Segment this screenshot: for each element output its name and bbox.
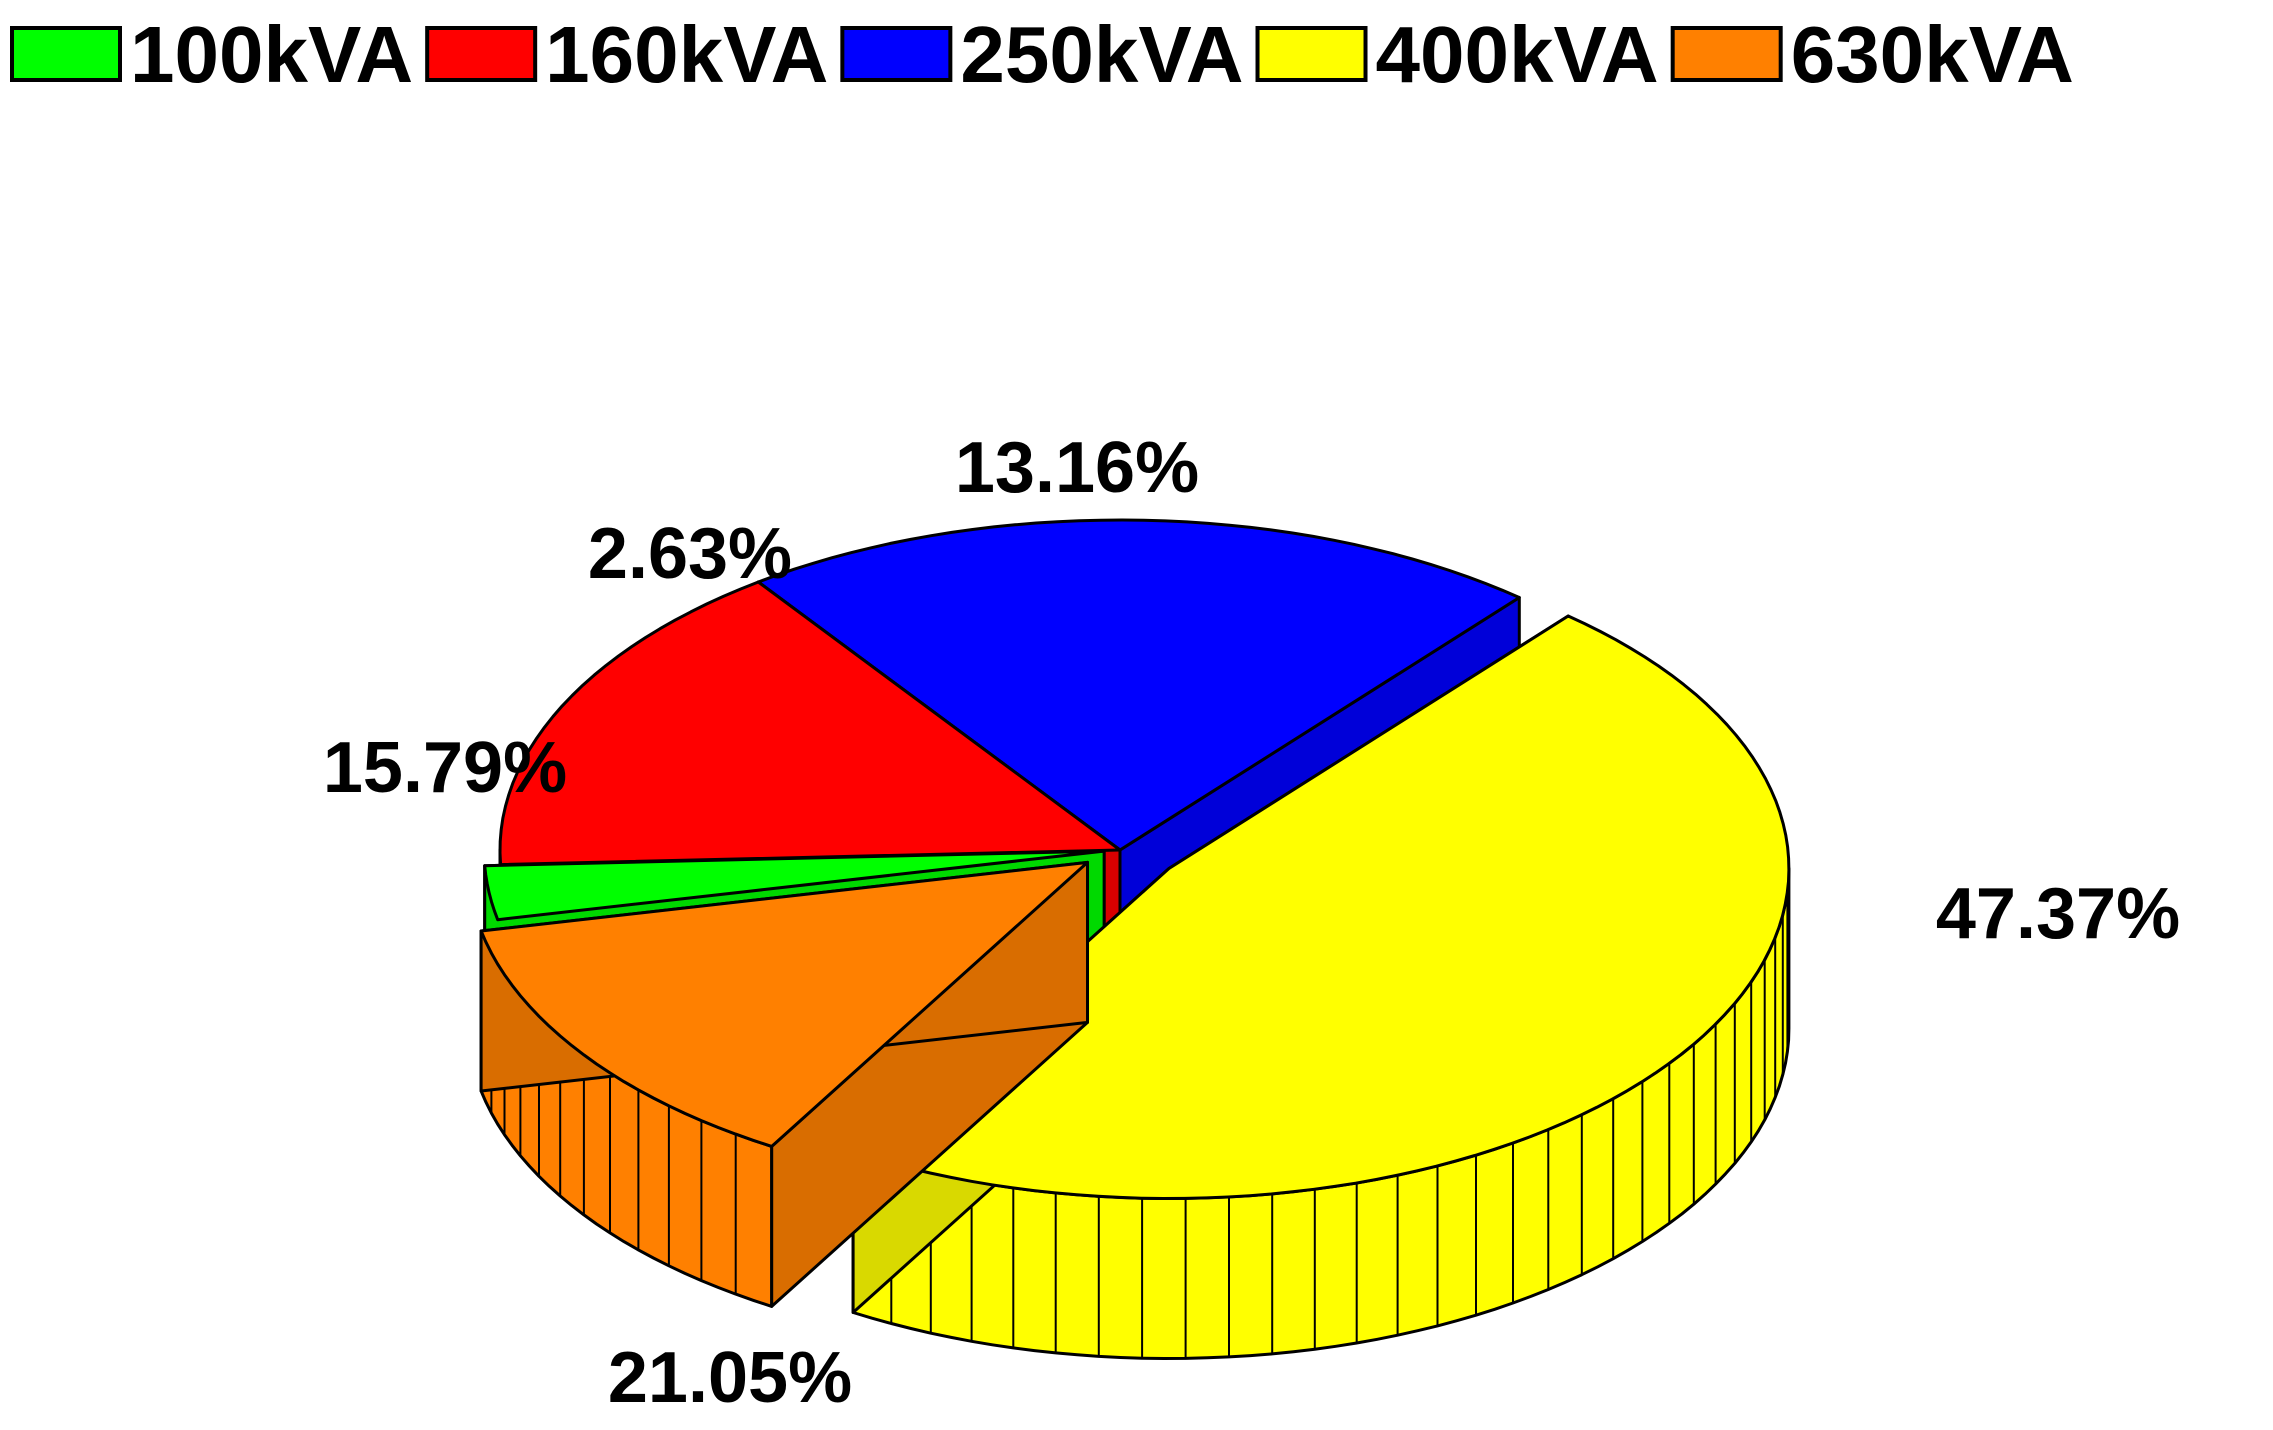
data-label-160kva: 15.79% bbox=[323, 728, 567, 808]
legend-swatch-400kva bbox=[1255, 26, 1368, 82]
legend-swatch-250kva bbox=[840, 26, 953, 82]
chart-legend: 100kVA 160kVA 250kVA 400kVA 630kVA bbox=[10, 10, 2074, 99]
legend-swatch-630kva bbox=[1670, 26, 1783, 82]
legend-swatch-160kva bbox=[425, 26, 538, 82]
slice-top-630kva bbox=[479, 860, 1090, 1148]
slice-top-160kva bbox=[498, 580, 1122, 867]
data-label-100kva: 2.63% bbox=[588, 514, 792, 594]
data-label-250kva: 21.05% bbox=[608, 1338, 852, 1418]
slice-top-250kva bbox=[756, 518, 1521, 852]
slice-top-100kva bbox=[483, 849, 1106, 922]
data-labels: 2.63% 15.79% 21.05% 47.37% 13.16% bbox=[323, 428, 2180, 1418]
legend-item-400kva: 400kVA bbox=[1255, 10, 1659, 99]
legend-item-160kva: 160kVA bbox=[425, 10, 828, 99]
legend-swatch-100kva bbox=[10, 26, 122, 82]
legend-label-630kva: 630kVA bbox=[1791, 10, 2074, 99]
pie-slices bbox=[479, 518, 1791, 1360]
slice-top-400kva bbox=[851, 614, 1791, 1200]
legend-label-400kva: 400kVA bbox=[1376, 10, 1659, 99]
legend-item-100kva: 100kVA bbox=[10, 10, 413, 99]
legend-item-250kva: 250kVA bbox=[840, 10, 1244, 99]
legend-item-630kva: 630kVA bbox=[1670, 10, 2074, 99]
legend-label-160kva: 160kVA bbox=[545, 10, 828, 99]
legend-label-250kva: 250kVA bbox=[960, 10, 1243, 99]
legend-label-100kva: 100kVA bbox=[130, 10, 413, 99]
data-label-630kva: 13.16% bbox=[955, 428, 1199, 508]
data-label-400kva: 47.37% bbox=[1936, 874, 2180, 954]
slice-630kva bbox=[479, 860, 1090, 1308]
